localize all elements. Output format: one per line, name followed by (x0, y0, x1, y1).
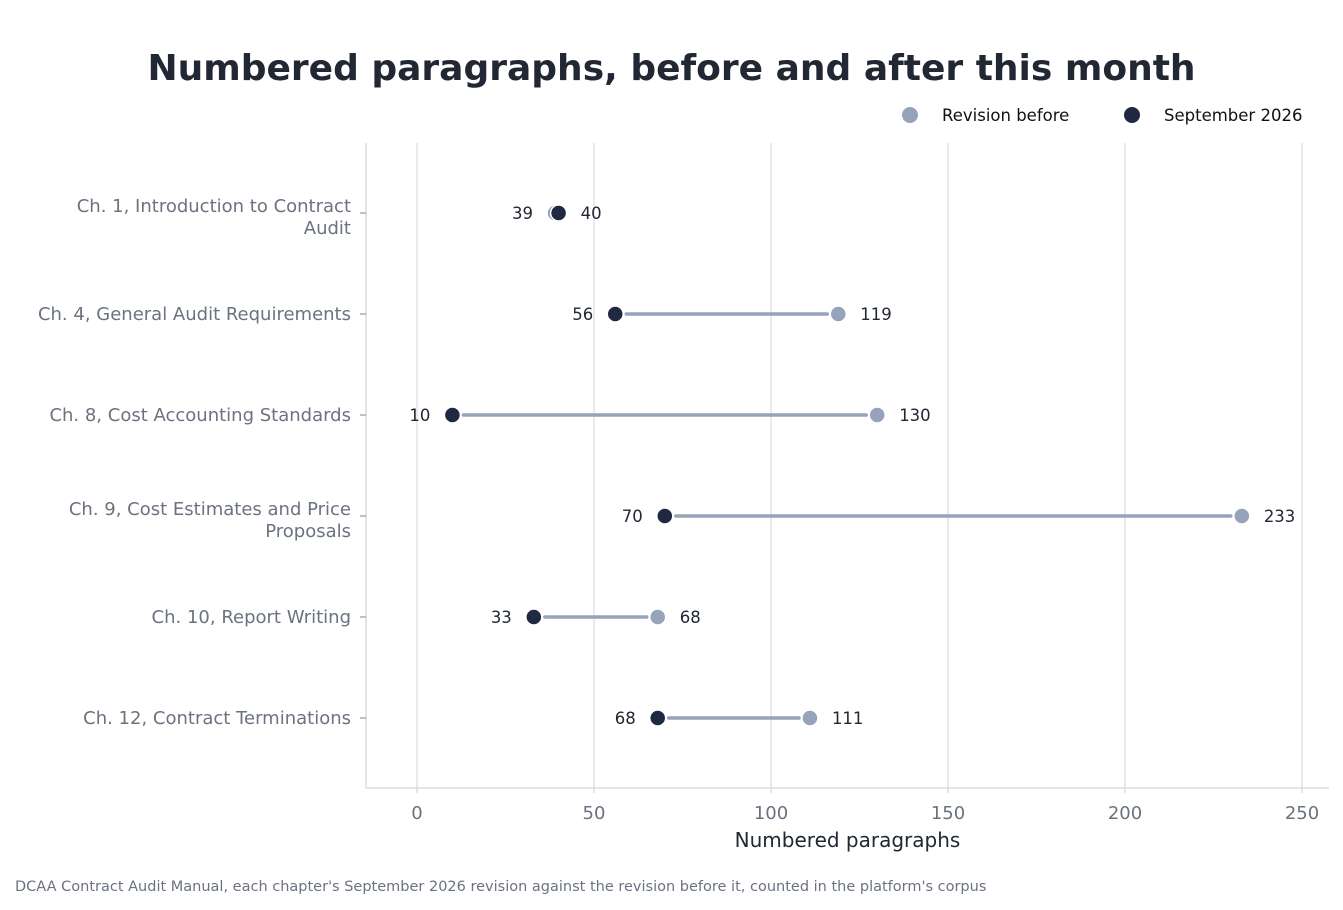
x-tick-label-50: 50 (583, 803, 606, 824)
legend-label-0: Revision before (942, 106, 1069, 125)
legend: Revision before September 2026 (902, 106, 1302, 125)
value-label-revision-before-2: 130 (899, 406, 931, 425)
dot-september-2026-1 (606, 305, 624, 323)
value-label-september-2026-1: 56 (572, 305, 593, 324)
value-label-revision-before-4: 68 (680, 608, 701, 627)
category-label-5: Ch. 12, Contract Terminations (83, 708, 351, 729)
category-label-1: Ch. 4, General Audit Requirements (38, 304, 351, 325)
x-axis-title: Numbered paragraphs (735, 828, 961, 852)
value-label-revision-before-3: 233 (1264, 507, 1296, 526)
axes-layer: 0 50 100 150 200 250 Numbered paragraphs Ch. 1,… (38, 143, 1329, 852)
value-label-september-2026-2: 10 (409, 406, 430, 425)
x-tick-label-200: 200 (1108, 803, 1142, 824)
dot-september-2026-4 (525, 608, 543, 626)
grid-layer (416, 143, 1303, 788)
dot-september-2026-0 (549, 204, 568, 222)
dot-revision-before-2 (868, 406, 886, 424)
legend-marker-0 (902, 107, 918, 123)
value-label-revision-before-0: 39 (512, 204, 533, 223)
value-label-september-2026-5: 68 (615, 709, 636, 728)
chart-title: Numbered paragraphs, before and after th… (147, 48, 1196, 89)
dot-september-2026-2 (443, 406, 462, 424)
x-tick-label-0: 0 (411, 803, 422, 824)
dot-revision-before-1 (829, 305, 848, 323)
category-label-3: Ch. 9, Cost Estimates and Price Proposals (69, 499, 351, 542)
dot-revision-before-4 (648, 608, 667, 626)
x-tick-label-100: 100 (754, 803, 788, 824)
category-label-0: Ch. 1, Introduction to Contract Audit (77, 196, 351, 239)
dot-september-2026-3 (656, 507, 674, 525)
value-label-september-2026-4: 33 (491, 608, 512, 627)
dot-revision-before-3 (1233, 507, 1251, 525)
value-label-revision-before-5: 111 (832, 709, 864, 728)
value-label-revision-before-1: 119 (860, 305, 892, 324)
marks-layer: 40 39 119 56 130 10 233 70 68 33 111 68 (409, 204, 1295, 728)
dot-revision-before-5 (801, 709, 819, 727)
x-tick-label-250: 250 (1285, 803, 1319, 824)
source-note: DCAA Contract Audit Manual, each chapter… (15, 879, 987, 895)
category-label-4: Ch. 10, Report Writing (152, 607, 351, 628)
value-label-september-2026-3: 70 (622, 507, 643, 526)
dot-september-2026-5 (648, 709, 667, 727)
legend-marker-1 (1124, 107, 1140, 123)
legend-label-1: September 2026 (1164, 106, 1302, 125)
category-label-2: Ch. 8, Cost Accounting Standards (49, 405, 351, 426)
x-tick-label-150: 150 (931, 803, 965, 824)
value-label-september-2026-0: 40 (581, 204, 602, 223)
